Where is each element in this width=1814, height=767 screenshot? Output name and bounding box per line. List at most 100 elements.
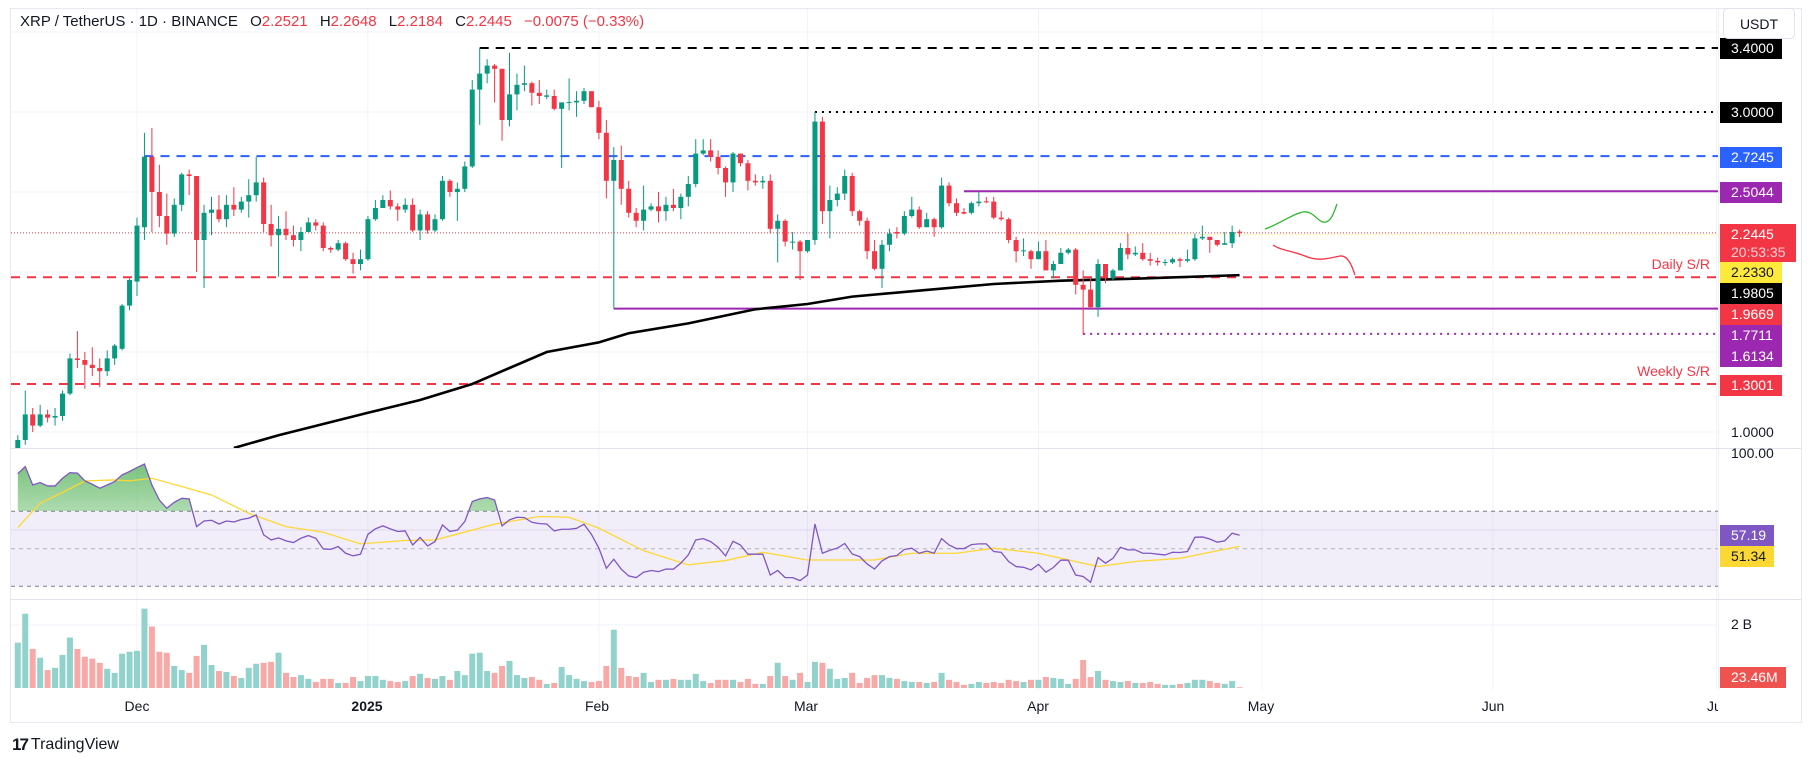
volume-bar bbox=[759, 683, 766, 688]
level-label-1-9669: 1.9669 bbox=[1720, 304, 1782, 325]
volume-bar bbox=[1132, 682, 1139, 688]
volume-bar bbox=[1199, 679, 1206, 688]
candle-body bbox=[618, 160, 624, 189]
volume-bar bbox=[372, 676, 379, 688]
volume-bar bbox=[968, 683, 975, 688]
candle-body bbox=[842, 176, 848, 194]
time-tick-2025: 2025 bbox=[351, 698, 383, 714]
candle-body bbox=[805, 240, 810, 252]
candle-body bbox=[529, 83, 535, 93]
candle-body bbox=[693, 153, 699, 184]
exchange: BINANCE bbox=[171, 13, 238, 30]
candle-body bbox=[857, 211, 863, 221]
bearish-projection-path bbox=[1272, 244, 1356, 276]
volume-bar bbox=[245, 667, 252, 688]
candle-body bbox=[395, 206, 401, 210]
volume-bar bbox=[521, 677, 528, 688]
volume-bar bbox=[1087, 676, 1094, 688]
weekly-sr-text: Weekly S/R bbox=[1637, 363, 1710, 379]
candle-body bbox=[425, 214, 431, 231]
candle-body bbox=[238, 201, 244, 210]
volume-bar bbox=[610, 629, 617, 688]
close-value: 2.2445 bbox=[465, 13, 512, 30]
volume-bar bbox=[588, 682, 595, 688]
volume-bar bbox=[864, 677, 871, 688]
time-tick-may: May bbox=[1247, 698, 1275, 714]
volume-bar bbox=[104, 668, 111, 688]
volume-bar bbox=[305, 678, 312, 688]
volume-bar bbox=[186, 672, 193, 688]
candle-body bbox=[723, 168, 729, 183]
volume-bar bbox=[156, 651, 163, 688]
interval[interactable]: 1D bbox=[138, 13, 158, 30]
candle-body bbox=[171, 204, 177, 234]
tradingview-logo[interactable]: 17 TradingView bbox=[12, 735, 119, 755]
time-tick-apr: Apr bbox=[1027, 698, 1049, 714]
candle-body bbox=[186, 174, 192, 176]
candle-body bbox=[909, 209, 915, 216]
candle-body bbox=[782, 220, 788, 242]
candle-body bbox=[894, 232, 900, 234]
volume-bar bbox=[744, 678, 751, 688]
candle-body bbox=[477, 73, 483, 90]
volume-bar bbox=[715, 679, 722, 688]
volume-bar bbox=[476, 652, 483, 688]
time-tick-jun: Jun bbox=[1481, 698, 1505, 714]
candle-body bbox=[737, 153, 743, 164]
candle-body bbox=[37, 414, 43, 426]
candle-body bbox=[1162, 262, 1168, 264]
volume-bar bbox=[208, 665, 215, 688]
symbol-header[interactable]: XRP / TetherUS · 1D · BINANCE O2.2521 H2… bbox=[20, 13, 644, 30]
volume-bar bbox=[811, 661, 818, 688]
rsi-line bbox=[17, 463, 1240, 584]
volume-bar bbox=[923, 682, 930, 688]
volume-bar bbox=[655, 679, 662, 688]
low-label: L bbox=[388, 13, 398, 30]
candle-body bbox=[1080, 284, 1086, 290]
candle-body bbox=[1035, 251, 1041, 260]
candle-body bbox=[209, 209, 214, 213]
volume-bar bbox=[1162, 684, 1169, 688]
candle-body bbox=[827, 200, 833, 212]
candle-body bbox=[276, 228, 282, 236]
volume-bar bbox=[439, 676, 446, 688]
candle-body bbox=[387, 200, 393, 207]
volume-bar bbox=[826, 668, 833, 688]
volume-bar bbox=[417, 673, 424, 688]
tradingview-wordmark: TradingView bbox=[30, 736, 119, 753]
candle-body bbox=[834, 193, 840, 200]
candle-body bbox=[626, 188, 632, 213]
volume-bar bbox=[849, 672, 856, 688]
volume-bar bbox=[111, 672, 118, 688]
volume-bar bbox=[856, 682, 863, 688]
candle-body bbox=[365, 219, 371, 260]
candle-body bbox=[819, 121, 825, 212]
volume-bar bbox=[692, 673, 699, 688]
candle-body bbox=[1140, 252, 1146, 260]
candle-body bbox=[633, 212, 639, 221]
currency-button[interactable]: USDT bbox=[1723, 8, 1795, 39]
volume-bar bbox=[297, 675, 304, 688]
candle-body bbox=[1117, 248, 1123, 271]
time-tick-mar: Mar bbox=[793, 698, 819, 714]
volume-bar bbox=[722, 679, 729, 688]
candle-body bbox=[536, 92, 542, 96]
volume-bar bbox=[581, 681, 587, 688]
volume-bar bbox=[640, 672, 647, 688]
candle-body bbox=[372, 208, 378, 220]
candle-body bbox=[670, 204, 676, 208]
candle-body bbox=[596, 107, 602, 133]
candle-body bbox=[335, 243, 341, 250]
symbol-name[interactable]: XRP / TetherUS bbox=[20, 13, 126, 30]
volume-bar bbox=[662, 679, 669, 688]
candle-body bbox=[708, 150, 714, 157]
time-tick-dec: Dec bbox=[124, 698, 150, 714]
open-value: 2.2521 bbox=[261, 13, 308, 30]
candle-body bbox=[924, 219, 930, 228]
volume-bar bbox=[677, 679, 684, 688]
volume-bar bbox=[178, 670, 185, 688]
candle-body bbox=[492, 65, 498, 69]
volume-bar bbox=[1065, 683, 1072, 688]
candle-body bbox=[1229, 232, 1235, 244]
